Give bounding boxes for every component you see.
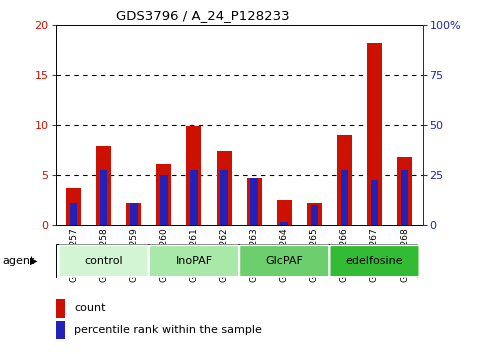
Text: agent: agent [2,256,35,266]
Text: control: control [85,256,123,266]
Bar [247,178,262,225]
Bar [190,170,198,225]
FancyBboxPatch shape [240,245,329,277]
Bar [337,135,352,225]
Bar [186,126,201,225]
Bar [281,222,288,225]
Bar [277,200,292,225]
Bar [126,203,142,225]
Text: InoPAF: InoPAF [175,256,213,266]
Bar [56,299,65,318]
Text: edelfosine: edelfosine [346,256,403,266]
Text: ▶: ▶ [30,256,38,266]
FancyBboxPatch shape [59,245,148,277]
Text: GDS3796 / A_24_P128233: GDS3796 / A_24_P128233 [116,9,290,22]
Bar [96,146,111,225]
Bar [341,170,348,225]
Bar [216,151,231,225]
Bar [56,321,65,339]
Bar [367,43,382,225]
Bar [66,188,81,225]
Bar [250,178,258,225]
Text: GlcPAF: GlcPAF [265,256,303,266]
Bar [401,170,408,225]
Bar [397,157,412,225]
Bar [160,175,168,225]
Bar [130,203,138,225]
Text: percentile rank within the sample: percentile rank within the sample [74,325,262,335]
Bar [371,180,378,225]
Bar [156,164,171,225]
Bar [220,170,228,225]
FancyBboxPatch shape [330,245,419,277]
Bar [311,205,318,225]
Text: count: count [74,303,105,314]
Bar [70,203,77,225]
Bar [100,170,107,225]
FancyBboxPatch shape [149,245,239,277]
Bar [307,203,322,225]
